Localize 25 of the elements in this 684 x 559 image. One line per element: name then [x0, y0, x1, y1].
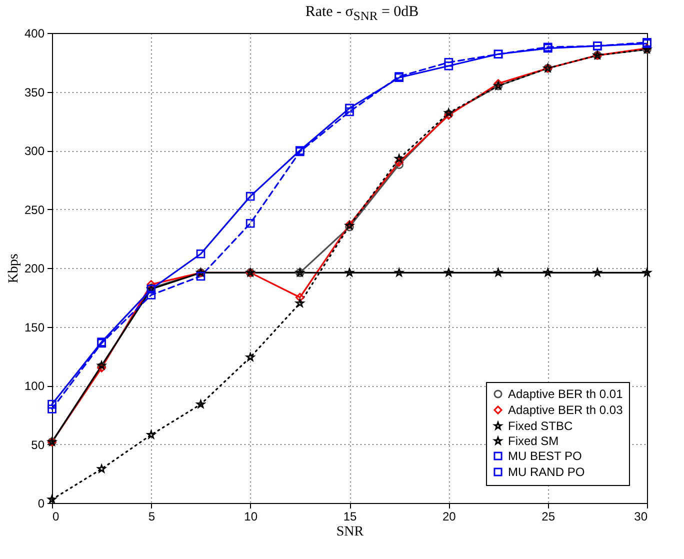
x-tick-label: 15 [343, 510, 357, 524]
y-tick-label: 200 [24, 262, 45, 276]
x-tick-label: 0 [52, 510, 60, 524]
x-axis-title: SNR [336, 524, 364, 540]
chart-title: Rate - σ$_{SNR}$ = 0dB [304, 3, 420, 23]
x-tick-label: 30 [634, 510, 648, 524]
y-tick-label: 150 [24, 320, 45, 334]
legend-label: Adaptive BER th 0.01 [508, 387, 624, 401]
legend-label: Fixed STBC [508, 419, 574, 433]
y-axis-title: Kbps [6, 254, 22, 284]
y-tick-label: 400 [24, 26, 45, 40]
x-tick-label: 10 [244, 510, 258, 524]
x-tick-label: 20 [442, 510, 456, 524]
legend-label: MU BEST PO [508, 449, 582, 463]
y-tick-label: 100 [24, 379, 45, 393]
legend-label: Fixed SM [508, 434, 559, 448]
y-tick-label: 0 [38, 496, 45, 510]
x-tick-label: 25 [542, 510, 556, 524]
y-tick-label: 50 [31, 438, 45, 452]
legend-label: Adaptive BER th 0.03 [508, 403, 624, 417]
y-tick-label: 300 [24, 144, 45, 158]
y-tick-label: 250 [24, 202, 45, 217]
legend-label: MU RAND PO [508, 465, 585, 479]
x-tick-label: 5 [148, 510, 156, 524]
y-tick-label: 350 [24, 85, 45, 100]
